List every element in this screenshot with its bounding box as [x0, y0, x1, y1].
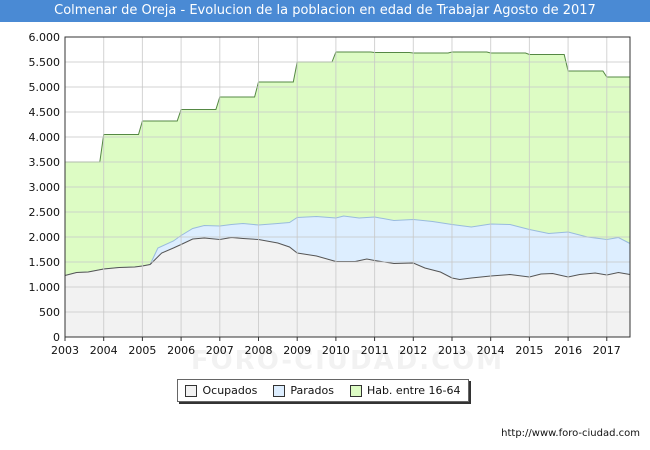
y-tick-label: 1.500 — [29, 256, 61, 269]
legend-item-parados: Parados — [273, 384, 334, 397]
y-tick-label: 3.000 — [29, 181, 61, 194]
chart-area: FORO-CIUDAD.COM 0 500 1.000 1.500 2.000 2.500 3… — [29, 31, 631, 376]
x-tick-label: 2010 — [322, 344, 350, 357]
x-tick-label: 2015 — [515, 344, 543, 357]
legend-swatch-hab — [349, 384, 362, 397]
x-tick-label: 2017 — [593, 344, 621, 357]
legend: Ocupados Parados Hab. entre 16-64 — [177, 379, 469, 402]
legend-label-hab: Hab. entre 16-64 — [366, 384, 461, 397]
x-tick-label: 2012 — [399, 344, 427, 357]
x-tick-label: 2008 — [244, 344, 272, 357]
legend-label-parados: Parados — [290, 384, 334, 397]
y-tick-label: 6.000 — [29, 31, 61, 44]
y-tick-label: 0 — [53, 331, 60, 344]
y-tick-label: 1.000 — [29, 281, 61, 294]
chart-title: Colmenar de Oreja - Evolucion de la pobl… — [0, 0, 650, 22]
y-tick-label: 2.500 — [29, 206, 61, 219]
legend-item-ocupados: Ocupados — [185, 384, 257, 397]
y-tick-label: 2.000 — [29, 231, 61, 244]
x-tick-label: 2005 — [128, 344, 156, 357]
watermark: FORO-CIUDAD.COM — [191, 346, 504, 376]
line-hab — [65, 51, 630, 163]
x-tick-label: 2003 — [51, 344, 79, 357]
x-tick-label: 2009 — [283, 344, 311, 357]
x-tick-label: 2011 — [361, 344, 389, 357]
x-tick-label: 2016 — [554, 344, 582, 357]
y-tick-label: 5.000 — [29, 81, 61, 94]
y-tick-label: 4.500 — [29, 106, 61, 119]
y-tick-label: 5.500 — [29, 56, 61, 69]
x-tick-label: 2004 — [90, 344, 118, 357]
y-tick-label: 3.500 — [29, 156, 61, 169]
plot-border — [64, 36, 631, 338]
legend-label-ocupados: Ocupados — [202, 384, 258, 397]
x-tick-label: 2007 — [206, 344, 234, 357]
legend-swatch-ocupados — [185, 384, 198, 397]
legend-swatch-parados — [273, 384, 286, 397]
x-tick-label: 2006 — [167, 344, 195, 357]
source-link[interactable]: http://www.foro-ciudad.com — [501, 428, 640, 439]
legend-item-hab: Hab. entre 16-64 — [349, 384, 461, 397]
x-tick-label: 2014 — [477, 344, 505, 357]
y-tick-label: 500 — [39, 306, 60, 319]
y-tick-label: 4.000 — [29, 131, 61, 144]
x-tick-label: 2013 — [438, 344, 466, 357]
